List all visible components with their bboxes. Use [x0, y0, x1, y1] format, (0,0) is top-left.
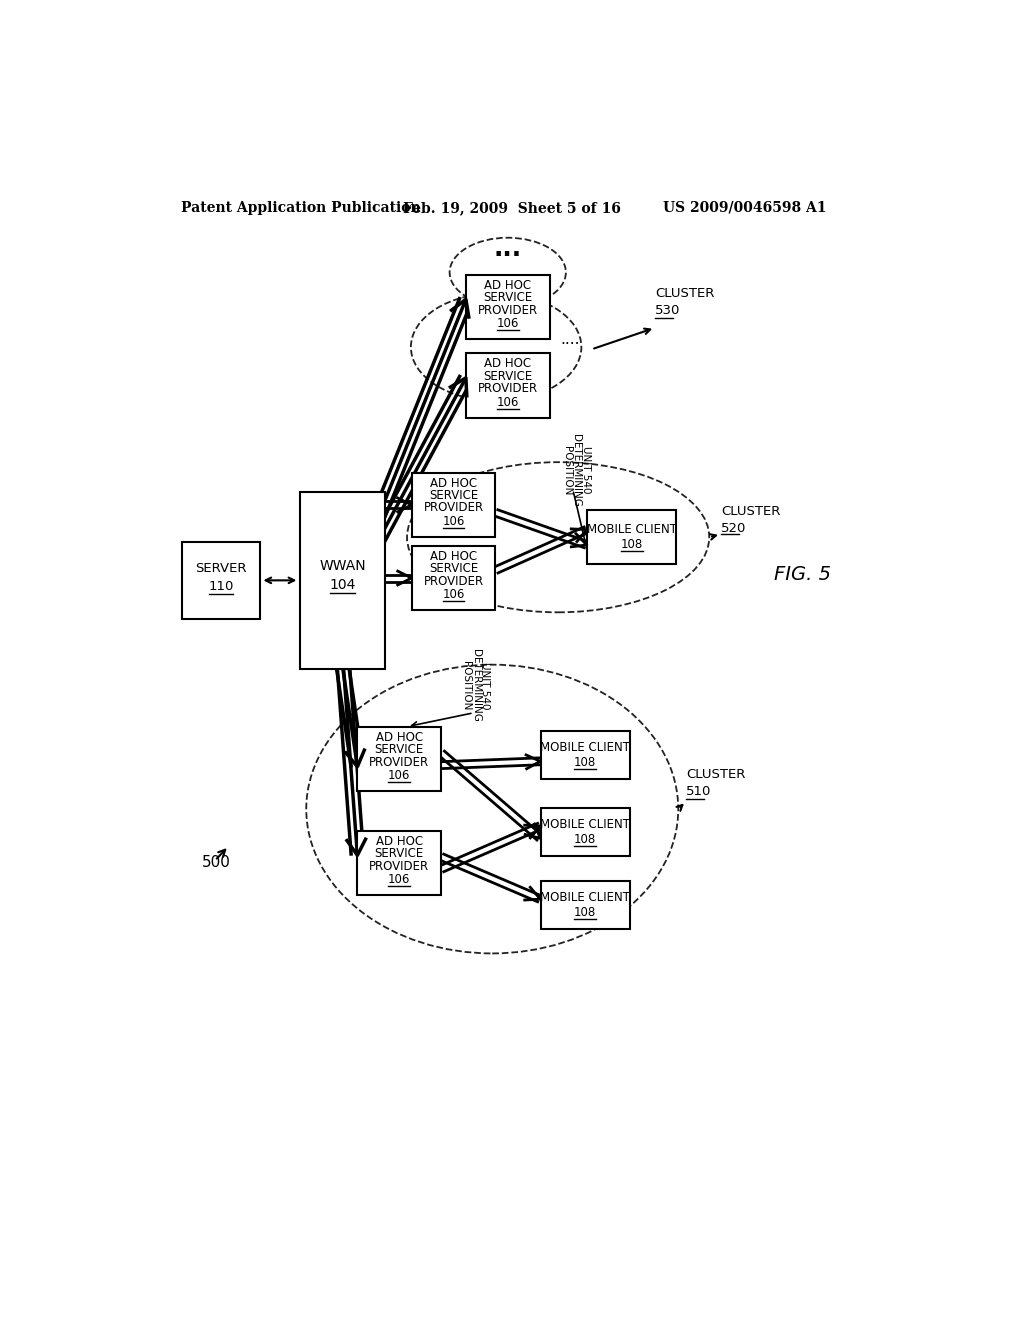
Text: ...: ...	[494, 238, 522, 261]
Bar	[587, 511, 676, 564]
Text: DETERMINING: DETERMINING	[471, 649, 480, 722]
Text: 106: 106	[442, 589, 465, 602]
Text: PROVIDER: PROVIDER	[424, 574, 483, 587]
Text: US 2009/0046598 A1: US 2009/0046598 A1	[663, 201, 826, 215]
Text: SERVER: SERVER	[196, 561, 247, 574]
Bar	[412, 473, 496, 537]
Text: 106: 106	[388, 770, 411, 783]
Text: CLUSTER: CLUSTER	[686, 768, 745, 781]
Text: 520: 520	[721, 521, 746, 535]
Text: 106: 106	[497, 396, 519, 409]
Text: SERVICE: SERVICE	[429, 490, 478, 502]
Text: UNIT 540: UNIT 540	[480, 663, 489, 710]
Text: CLUSTER: CLUSTER	[655, 286, 715, 300]
Text: POSITION: POSITION	[461, 661, 471, 710]
Text: POSITION: POSITION	[562, 446, 572, 495]
Text: 106: 106	[497, 317, 519, 330]
Text: PROVIDER: PROVIDER	[477, 381, 538, 395]
Text: SERVICE: SERVICE	[375, 743, 424, 756]
Bar	[300, 492, 385, 669]
Text: PROVIDER: PROVIDER	[370, 755, 429, 768]
Text: PROVIDER: PROVIDER	[370, 859, 429, 873]
Text: SERVICE: SERVICE	[483, 370, 532, 383]
Text: SERVICE: SERVICE	[375, 847, 424, 861]
Text: PROVIDER: PROVIDER	[424, 502, 483, 515]
Bar	[412, 545, 496, 610]
Bar	[357, 726, 441, 792]
Text: MOBILE CLIENT: MOBILE CLIENT	[541, 818, 630, 832]
Text: FIG. 5: FIG. 5	[774, 565, 830, 583]
Text: AD HOC: AD HOC	[430, 550, 477, 564]
Text: 500: 500	[202, 855, 230, 870]
Text: 530: 530	[655, 305, 680, 317]
Text: AD HOC: AD HOC	[484, 358, 531, 371]
Text: 108: 108	[621, 539, 643, 552]
Text: Patent Application Publication: Patent Application Publication	[180, 201, 420, 215]
Text: WWAN: WWAN	[319, 560, 366, 573]
Bar	[466, 354, 550, 418]
Text: 106: 106	[388, 874, 411, 887]
Bar	[541, 731, 630, 779]
Text: 510: 510	[686, 785, 712, 797]
Bar	[182, 543, 260, 619]
Text: DETERMINING: DETERMINING	[571, 434, 582, 507]
Text: AD HOC: AD HOC	[484, 279, 531, 292]
Text: SERVICE: SERVICE	[483, 292, 532, 305]
Text: PROVIDER: PROVIDER	[477, 304, 538, 317]
Bar	[541, 882, 630, 929]
Bar	[541, 808, 630, 857]
Text: AD HOC: AD HOC	[376, 731, 423, 744]
Text: MOBILE CLIENT: MOBILE CLIENT	[541, 891, 630, 904]
Text: AD HOC: AD HOC	[430, 477, 477, 490]
Text: MOBILE CLIENT: MOBILE CLIENT	[541, 741, 630, 754]
Text: 104: 104	[330, 578, 356, 591]
Text: MOBILE CLIENT: MOBILE CLIENT	[587, 523, 677, 536]
Text: SERVICE: SERVICE	[429, 562, 478, 576]
Text: Feb. 19, 2009  Sheet 5 of 16: Feb. 19, 2009 Sheet 5 of 16	[403, 201, 621, 215]
Text: 108: 108	[574, 907, 596, 920]
Bar	[357, 830, 441, 895]
Text: UNIT 540: UNIT 540	[581, 446, 591, 494]
Text: ....: ....	[560, 331, 580, 347]
Text: 108: 108	[574, 756, 596, 770]
Text: 110: 110	[208, 579, 233, 593]
Text: CLUSTER: CLUSTER	[721, 504, 780, 517]
Bar	[466, 275, 550, 339]
Text: AD HOC: AD HOC	[376, 834, 423, 847]
Text: 106: 106	[442, 515, 465, 528]
Text: 108: 108	[574, 833, 596, 846]
Ellipse shape	[450, 238, 566, 308]
